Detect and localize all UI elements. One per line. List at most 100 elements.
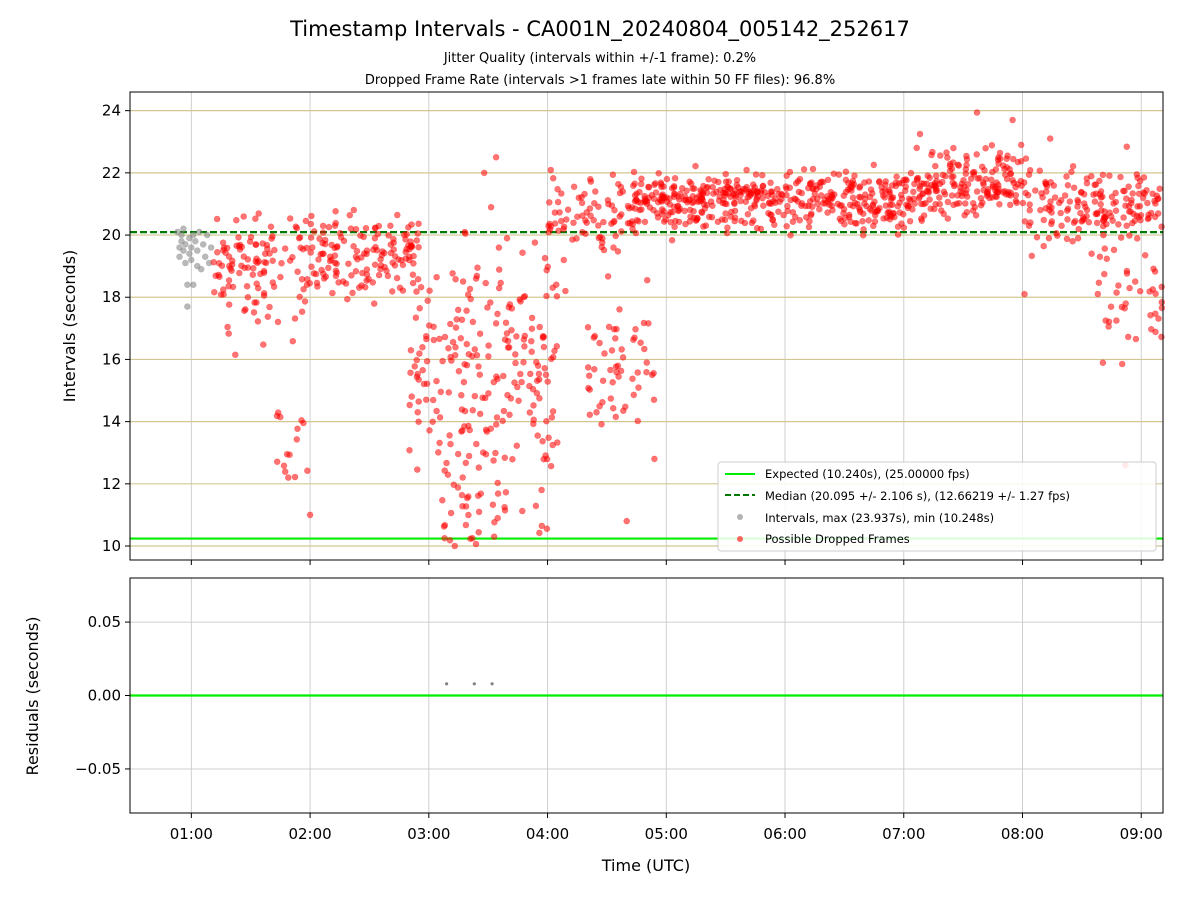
dropped-frame-point (988, 142, 996, 149)
dropped-frame-point (536, 529, 543, 537)
dropped-frame-point (362, 224, 370, 232)
dropped-frame-point (610, 218, 618, 226)
dropped-frame-point (646, 204, 654, 211)
dropped-frame-point (705, 213, 713, 221)
dropped-frame-point (469, 534, 476, 542)
x-tick-label: 09:00 (1120, 825, 1163, 843)
dropped-frame-point (252, 215, 259, 222)
dropped-frame-point (980, 181, 987, 188)
chart-subtitle-jitter: Jitter Quality (intervals within +/-1 fr… (443, 51, 756, 66)
dropped-frame-point (1101, 245, 1109, 252)
dropped-frame-point (927, 205, 935, 212)
dropped-frame-point (304, 467, 311, 475)
y-tick-label: −0.05 (75, 760, 121, 778)
dropped-frame-point (451, 351, 459, 359)
interval-point (188, 256, 195, 264)
dropped-frame-point (449, 338, 457, 346)
dropped-frame-point (988, 168, 996, 176)
dropped-frame-point (1158, 223, 1165, 230)
dropped-frame-point (448, 357, 455, 364)
dropped-frame-point (585, 372, 593, 380)
dropped-frame-point (988, 194, 996, 201)
dropped-frame-point (586, 386, 594, 393)
dropped-frame-point (1112, 189, 1119, 197)
dropped-frame-point (236, 269, 243, 277)
dropped-frame-point (932, 172, 940, 179)
dropped-frame-point (308, 212, 315, 220)
dropped-frame-point (1158, 298, 1166, 306)
dropped-frame-point (452, 324, 460, 331)
dropped-frame-point (217, 291, 225, 298)
dropped-frame-point (1056, 199, 1063, 207)
dropped-frame-point (499, 372, 507, 380)
dropped-frame-point (466, 426, 474, 434)
dropped-frame-point (1046, 135, 1054, 142)
dropped-frame-point (1106, 172, 1113, 179)
dropped-frame-point (946, 162, 954, 170)
dropped-frame-point (554, 185, 561, 193)
dropped-frame-point (424, 297, 432, 305)
dropped-frame-point (349, 289, 356, 297)
dropped-frame-point (289, 253, 296, 261)
dropped-frame-point (768, 191, 776, 198)
dropped-frame-point (293, 224, 301, 232)
dropped-frame-point (436, 414, 444, 421)
dropped-frame-point (842, 168, 850, 175)
dropped-frame-point (1091, 181, 1098, 189)
dropped-frame-point (963, 208, 971, 216)
dropped-frame-point (1105, 323, 1112, 330)
dropped-frame-point (419, 343, 426, 351)
dropped-frame-point (1058, 222, 1065, 230)
dropped-frame-point (851, 219, 859, 227)
dropped-frame-point (433, 407, 440, 415)
dropped-frame-point (274, 318, 282, 326)
dropped-frame-point (973, 151, 981, 158)
dropped-frame-point (936, 152, 944, 159)
dropped-frame-point (1026, 201, 1033, 208)
dropped-frame-point (948, 192, 956, 199)
residuals-ticks: 01:00 02:00 03:00 04:00 05:00 06:00 07:00 08:00… (75, 613, 1163, 843)
dropped-frame-point (502, 488, 510, 496)
dropped-frame-point (463, 340, 471, 348)
dropped-frame-point (358, 282, 365, 289)
residuals-points (445, 682, 494, 686)
dropped-frame-point (407, 243, 415, 250)
dropped-frame-point (528, 348, 536, 356)
dropped-frame-point (653, 210, 661, 217)
dropped-frame-point (1100, 217, 1108, 224)
dropped-frame-point (486, 299, 494, 306)
y-tick-label: 10 (102, 537, 121, 555)
dropped-frame-point (307, 234, 315, 241)
dropped-frame-point (1001, 171, 1009, 178)
dropped-frame-point (291, 315, 299, 322)
dropped-frame-point (601, 350, 608, 357)
dropped-frame-point (869, 222, 877, 230)
dropped-frame-point (700, 182, 707, 190)
dropped-frame-point (692, 162, 699, 170)
dropped-frame-point (385, 232, 392, 239)
dropped-frame-point (1009, 155, 1017, 163)
dropped-frame-point (805, 202, 812, 210)
dropped-frame-point (433, 377, 440, 385)
dropped-frame-point (459, 474, 467, 481)
dropped-frame-point (534, 432, 542, 439)
dropped-frame-point (549, 408, 557, 415)
dropped-frame-point (526, 370, 534, 378)
residuals-y-axis-label: Residuals (seconds) (23, 617, 42, 776)
dropped-frame-point (705, 176, 712, 183)
dropped-frame-point (495, 244, 503, 251)
dropped-frame-point (1003, 155, 1011, 163)
dropped-frame-point (827, 188, 835, 196)
intervals-ticks: 10 12 14 16 18 20 22 24 (102, 102, 1142, 565)
dropped-frame-point (286, 215, 294, 222)
x-tick-label: 06:00 (763, 825, 806, 843)
dropped-frame-point (1098, 207, 1105, 214)
dropped-frame-point (643, 368, 650, 376)
dropped-frame-point (809, 185, 817, 192)
dropped-frame-point (307, 220, 315, 228)
dropped-frame-point (462, 459, 470, 467)
y-tick-label: 24 (102, 102, 121, 120)
dropped-frame-point (533, 389, 541, 397)
interval-point (180, 247, 187, 254)
dropped-frame-point (917, 200, 925, 208)
